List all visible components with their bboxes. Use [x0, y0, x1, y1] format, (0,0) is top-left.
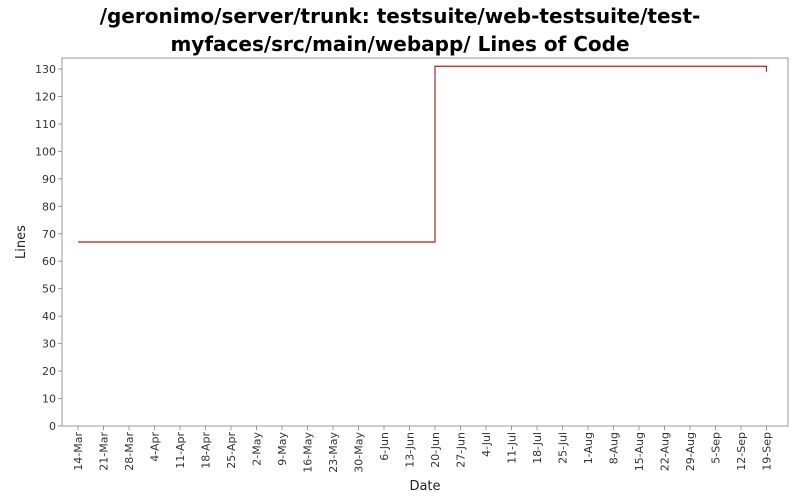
x-tick-label: 27-Jun [455, 432, 468, 468]
x-tick-label: 11-Apr [174, 432, 187, 469]
x-tick-label: 8-Aug [608, 432, 621, 464]
y-tick-label: 110 [35, 118, 56, 131]
x-tick-label: 6-Jun [378, 432, 391, 461]
x-tick-label: 5-Sep [710, 432, 723, 464]
x-tick-label: 18-Apr [200, 432, 213, 469]
y-tick-label: 90 [42, 173, 56, 186]
y-axis: 0 10 20 30 40 50 60 70 80 90 100 110 120 130 [35, 63, 62, 433]
x-tick-label: 28-Mar [123, 432, 136, 471]
y-tick-label: 30 [42, 338, 56, 351]
x-tick-label: 25-Jul [557, 432, 570, 464]
x-tick-label: 16-May [302, 432, 315, 473]
y-tick-label: 0 [49, 420, 56, 433]
y-axis-label: Lines [14, 225, 29, 259]
x-tick-label: 1-Aug [582, 432, 595, 464]
series-layer [78, 65, 768, 243]
y-tick-label: 60 [42, 255, 56, 268]
x-tick-label: 12-Sep [735, 432, 748, 471]
x-tick-label: 23-May [327, 432, 340, 473]
chart-title-line-2: myfaces/src/main/webapp/ Lines of Code [170, 32, 630, 56]
x-tick-label: 14-Mar [72, 432, 85, 471]
x-tick-label: 21-Mar [98, 432, 111, 471]
x-tick-label: 18-Jul [531, 432, 544, 464]
y-tick-label: 10 [42, 393, 56, 406]
x-tick-label: 22-Aug [659, 432, 672, 471]
x-tick-label: 25-Apr [225, 432, 238, 469]
y-tick-label: 70 [42, 228, 56, 241]
y-tick-label: 130 [35, 63, 56, 76]
x-tick-label: 11-Jul [506, 432, 519, 464]
x-tick-label: 19-Sep [761, 432, 774, 471]
y-tick-label: 120 [35, 90, 56, 103]
x-tick-label: 29-Aug [684, 432, 697, 471]
y-tick-label: 100 [35, 145, 56, 158]
x-tick-label: 15-Aug [633, 432, 646, 471]
x-tick-label: 2-May [251, 432, 264, 466]
x-tick-label: 9-May [276, 432, 289, 466]
y-tick-label: 50 [42, 283, 56, 296]
series-line [78, 65, 768, 243]
x-axis-label: Date [409, 479, 440, 494]
x-tick-label: 13-Jun [404, 432, 417, 468]
x-tick-label: 4-Apr [149, 432, 162, 462]
x-axis: 14-Mar 21-Mar 28-Mar 4-Apr 11-Apr 18-Apr 25-Ap… [72, 426, 774, 473]
chart-title: /geronimo/server/trunk: testsuite/web-te… [0, 2, 800, 58]
y-tick-label: 20 [42, 365, 56, 378]
y-tick-label: 80 [42, 200, 56, 213]
x-tick-label: 30-May [353, 432, 366, 473]
x-tick-label: 20-Jun [429, 432, 442, 468]
y-tick-label: 40 [42, 310, 56, 323]
x-tick-label: 4-Jul [480, 432, 493, 457]
chart-title-line-1: /geronimo/server/trunk: testsuite/web-te… [99, 4, 701, 28]
